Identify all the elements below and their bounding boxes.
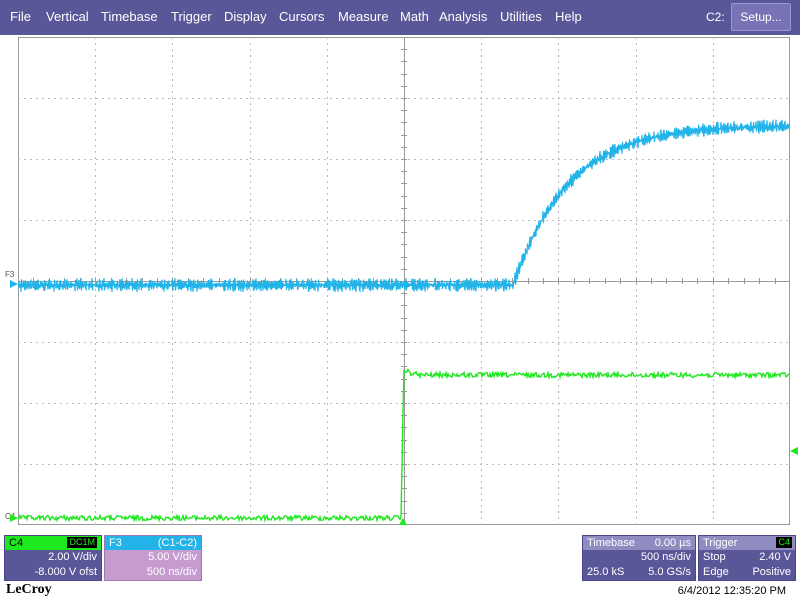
f3-trace-label: F3: [5, 270, 15, 279]
trigger-source-badge: C4: [776, 537, 792, 548]
menu-bar: File Vertical Timebase Trigger Display C…: [0, 0, 800, 35]
menu-timebase[interactable]: Timebase: [101, 9, 158, 24]
timebase-rate: 5.0 GS/s: [648, 566, 691, 578]
trigger-panel[interactable]: Trigger C4 Stop 2.40 V Edge Positive: [698, 535, 796, 581]
menu-math[interactable]: Math: [400, 9, 429, 24]
trigger-mode-row: Stop 2.40 V: [699, 550, 795, 565]
menu-vertical[interactable]: Vertical: [46, 9, 89, 24]
c4-panel-header: C4 DC1M: [5, 536, 101, 550]
c4-ground-marker: [10, 514, 18, 522]
f3-timebase: 500 ns/div: [146, 566, 197, 578]
trigger-slope: Positive: [752, 566, 791, 578]
trigger-position-marker: [399, 518, 407, 525]
trigger-mode: Stop: [703, 551, 726, 563]
f3-panel-header: F3 (C1-C2): [105, 536, 201, 550]
trigger-title: Trigger: [703, 537, 738, 549]
trigger-type-row: Edge Positive: [699, 565, 795, 580]
timebase-panel[interactable]: Timebase 0.00 µs 500 ns/div 25.0 kS 5.0 …: [582, 535, 696, 581]
waveform-grid[interactable]: [18, 37, 790, 525]
timestamp: 6/4/2012 12:35:20 PM: [677, 585, 786, 597]
active-channel-label: C2:: [706, 10, 725, 24]
grid-lines: [18, 37, 790, 525]
menu-cursors[interactable]: Cursors: [279, 9, 325, 24]
timebase-delay: 0.00 µs: [654, 537, 691, 549]
timebase-per-div: 500 ns/div: [640, 551, 691, 563]
trigger-level-marker: [790, 447, 798, 455]
f3-descriptor-panel[interactable]: F3 (C1-C2) 5.00 V/div 500 ns/div: [104, 535, 202, 581]
waveform-svg: [18, 37, 790, 525]
menu-help[interactable]: Help: [555, 9, 582, 24]
trace-f3: [18, 118, 790, 294]
f3-function: (C1-C2): [157, 537, 197, 549]
timebase-title: Timebase: [587, 537, 635, 549]
timebase-sample-row: 25.0 kS 5.0 GS/s: [583, 565, 695, 580]
menu-file[interactable]: File: [10, 9, 31, 24]
menu-display[interactable]: Display: [224, 9, 267, 24]
menu-analysis[interactable]: Analysis: [439, 9, 488, 24]
menu-trigger[interactable]: Trigger: [171, 9, 212, 24]
c4-coupling-badge: DC1M: [67, 537, 97, 548]
f3-ground-marker: [10, 280, 18, 288]
c4-scale: 2.00 V/div: [48, 551, 97, 563]
trigger-level: 2.40 V: [759, 551, 791, 563]
f3-panel-name: F3: [109, 537, 122, 549]
timebase-samples: 25.0 kS: [587, 566, 625, 578]
menu-utilities[interactable]: Utilities: [500, 9, 542, 24]
trace-c4: [18, 367, 790, 523]
trigger-panel-header: Trigger C4: [699, 536, 795, 550]
brand-logo: LeCroy: [6, 582, 52, 597]
setup-button[interactable]: Setup...: [731, 3, 791, 31]
menu-measure[interactable]: Measure: [338, 9, 389, 24]
timebase-panel-header: Timebase 0.00 µs: [583, 536, 695, 550]
c4-descriptor-panel[interactable]: C4 DC1M 2.00 V/div -8.000 V ofst: [4, 535, 102, 581]
f3-scale: 5.00 V/div: [148, 551, 197, 563]
c4-offset: -8.000 V ofst: [34, 566, 97, 578]
c4-panel-name: C4: [9, 537, 24, 549]
trigger-type: Edge: [703, 566, 729, 578]
